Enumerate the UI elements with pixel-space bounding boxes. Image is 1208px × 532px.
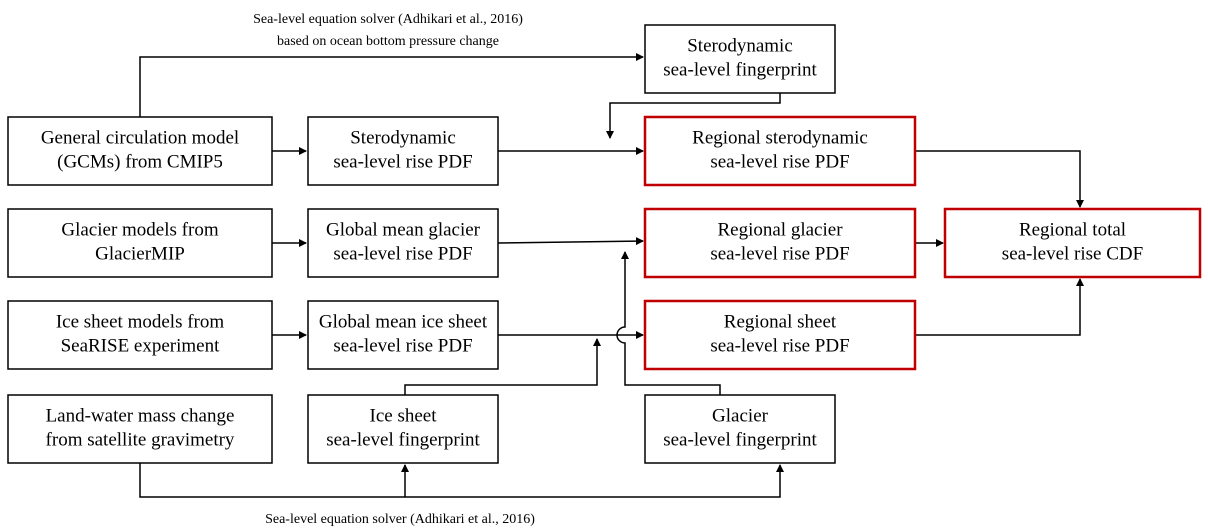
edge-label: based on ocean bottom pressure change xyxy=(277,34,499,49)
node-box xyxy=(7,116,273,186)
node: Glacier models from GlacierMIP xyxy=(7,208,273,278)
node: Regional sterodynamic sea-level rise PDF xyxy=(643,115,917,187)
node-box xyxy=(643,115,917,187)
node: Glacier sea-level fingerprint xyxy=(644,394,836,464)
node-label: Global mean ice sheet xyxy=(319,311,488,332)
edge xyxy=(139,53,644,117)
node-label: sea-level rise PDF xyxy=(710,335,849,356)
node-box xyxy=(307,208,499,278)
node: Global mean ice sheet sea-level rise PDF xyxy=(307,300,499,370)
edge-label: Sea-level equation solver (Adhikari et a… xyxy=(265,512,535,527)
node-label: sea-level fingerprint xyxy=(326,429,480,450)
edges xyxy=(139,53,1084,498)
node-label: sea-level rise PDF xyxy=(710,243,849,264)
edge xyxy=(915,150,1084,208)
node-label: General circulation model xyxy=(41,127,239,148)
node-label: Ice sheet xyxy=(370,405,438,426)
node-label: sea-level rise PDF xyxy=(333,151,472,172)
node-box xyxy=(307,300,499,370)
node-label: Regional sterodynamic xyxy=(692,127,868,148)
node-box xyxy=(644,24,836,94)
node: General circulation model (GCMs) from CMI… xyxy=(7,116,273,186)
node-label: sea-level rise PDF xyxy=(710,151,849,172)
node: Land-water mass change from satellite gra… xyxy=(7,394,273,464)
node-label: Ice sheet models from xyxy=(56,311,225,332)
node: Sterodynamic sea-level fingerprint xyxy=(644,24,836,94)
node-label: Glacier xyxy=(712,405,769,426)
edge xyxy=(404,338,601,395)
node-box xyxy=(7,394,273,464)
node: Ice sheet sea-level fingerprint xyxy=(307,394,499,464)
node-box xyxy=(7,208,273,278)
node-box xyxy=(643,299,917,371)
node: Ice sheet models from SeaRISE experiment xyxy=(7,300,273,370)
node: Regional glacier sea-level rise PDF xyxy=(643,207,917,279)
nodes: General circulation model (GCMs) from CMI… xyxy=(7,24,1202,464)
node-box xyxy=(7,300,273,370)
node-label: SeaRISE experiment xyxy=(61,335,221,356)
node-label: Land-water mass change xyxy=(46,405,235,426)
node-label: Glacier models from xyxy=(61,219,218,240)
node: Global mean glacier sea-level rise PDF xyxy=(307,208,499,278)
node-label: GlacierMIP xyxy=(95,243,185,264)
node-label: Sterodynamic xyxy=(350,127,456,148)
node-label: Regional glacier xyxy=(717,219,843,240)
edge xyxy=(915,278,1084,336)
edge xyxy=(616,251,721,395)
node-box xyxy=(307,394,499,464)
node-label: sea-level rise CDF xyxy=(1002,243,1143,264)
node-label: sea-level rise PDF xyxy=(333,335,472,356)
node-label: sea-level fingerprint xyxy=(663,429,817,450)
node: Sterodynamic sea-level rise PDF xyxy=(307,116,499,186)
edge-label: Sea-level equation solver (Adhikari et a… xyxy=(253,12,523,27)
node-label: (GCMs) from CMIP5 xyxy=(57,151,223,172)
node-label: Sterodynamic xyxy=(687,35,793,56)
node: Regional sheet sea-level rise PDF xyxy=(643,299,917,371)
node-label: Regional total xyxy=(1019,219,1126,240)
node-box xyxy=(643,207,917,279)
node-label: Regional sheet xyxy=(724,311,837,332)
node-box xyxy=(307,116,499,186)
node-label: Global mean glacier xyxy=(326,219,481,240)
node-label: from satellite gravimetry xyxy=(46,429,235,450)
node-label: sea-level rise PDF xyxy=(333,243,472,264)
edge xyxy=(139,463,784,498)
edge xyxy=(606,93,781,139)
node-label: sea-level fingerprint xyxy=(663,59,817,80)
node-box xyxy=(943,207,1202,279)
node-box xyxy=(644,394,836,464)
node: Regional total sea-level rise CDF xyxy=(943,207,1202,279)
edge xyxy=(497,237,644,246)
